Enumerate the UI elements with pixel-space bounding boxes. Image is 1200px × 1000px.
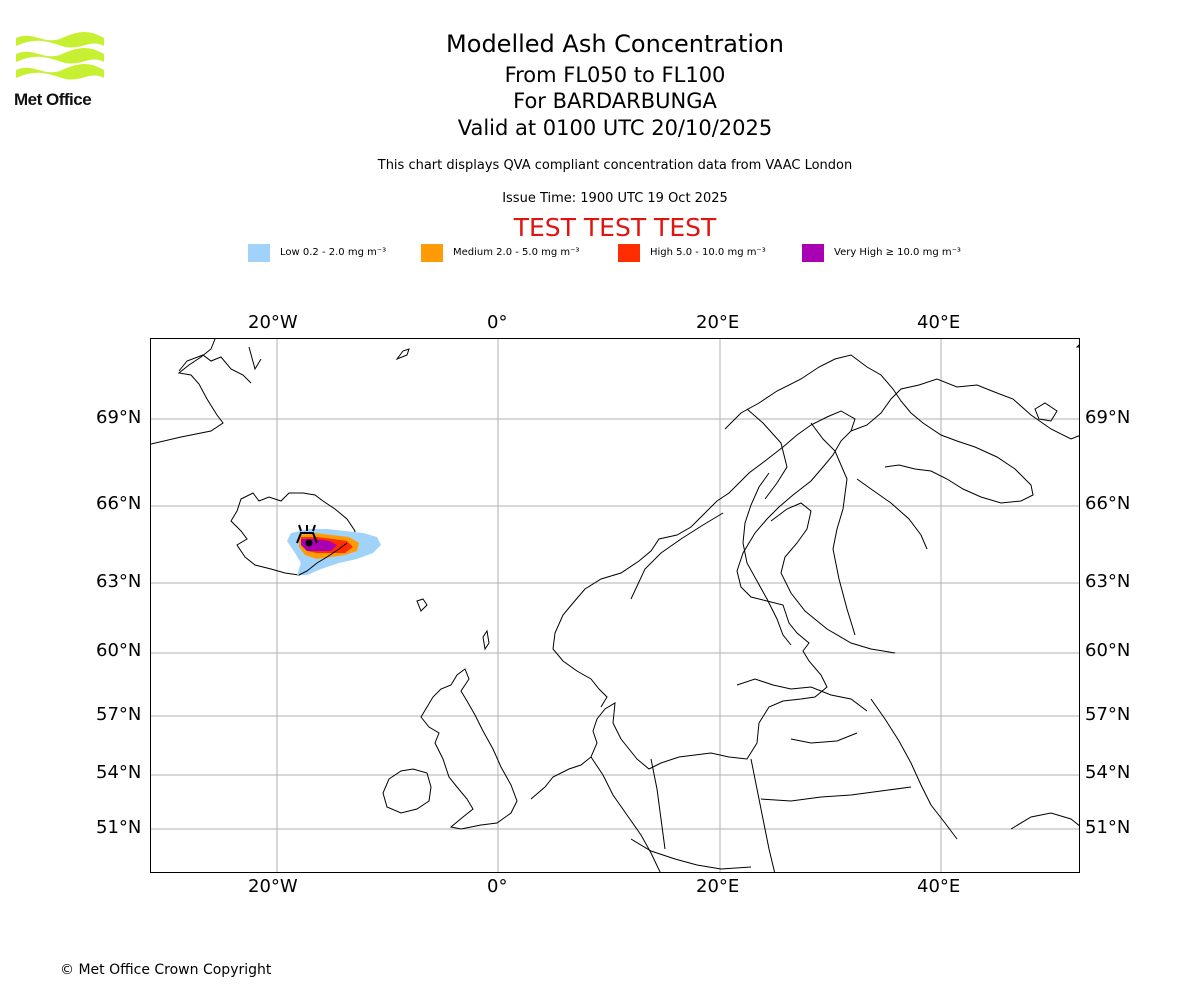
graticule <box>151 339 1079 872</box>
lon-tick-bottom-20e: 20°E <box>696 876 740 897</box>
coast-kola <box>724 354 1034 504</box>
lat-tick-left-57n: 57°N <box>96 704 142 725</box>
compliance-note: This chart displays QVA compliant concen… <box>377 158 853 173</box>
lon-tick-bottom-0: 0° <box>487 876 508 897</box>
volcano-name: For BARDARBUNGA <box>513 89 717 113</box>
coast-bothnia-west <box>742 472 792 646</box>
lon-tick-bottom-40e: 40°E <box>917 876 961 897</box>
coast-greenland <box>151 339 224 445</box>
flight-level-range: From FL050 to FL100 <box>504 63 726 87</box>
coast-arctic-russia <box>850 378 1079 440</box>
valid-time: Valid at 0100 UTC 20/10/2025 <box>457 116 773 140</box>
test-banner: TEST TEST TEST <box>513 213 717 242</box>
volcano-icon <box>296 524 318 547</box>
lat-tick-right-60n: 60°N <box>1085 640 1131 661</box>
border-norway-sweden <box>630 512 724 600</box>
lat-tick-right-66n: 66°N <box>1085 493 1131 514</box>
lon-tick-top-20e: 20°E <box>696 312 740 333</box>
volcano-eruption-lines <box>298 524 316 532</box>
met-office-wave-icon <box>16 32 104 80</box>
legend-label-medium: Medium 2.0 - 5.0 mg m⁻³ <box>453 247 580 258</box>
coast-white-sea <box>856 478 928 550</box>
coast-great-britain <box>420 668 518 830</box>
chart-title: Modelled Ash Concentration <box>446 30 784 58</box>
lat-tick-left-51n: 51°N <box>96 817 142 838</box>
coastlines <box>151 339 1079 872</box>
lat-tick-right-69n: 69°N <box>1085 407 1131 428</box>
lat-tick-left-66n: 66°N <box>96 493 142 514</box>
border-norway-sweden-north <box>746 408 788 500</box>
lat-tick-left-69n: 69°N <box>96 407 142 428</box>
border-germany-poland <box>650 758 666 850</box>
legend-label-low: Low 0.2 - 2.0 mg m⁻³ <box>280 247 387 258</box>
met-office-logo-text: Met Office <box>14 90 92 109</box>
legend-swatch-low <box>248 244 270 262</box>
lon-tick-top-0: 0° <box>487 312 508 333</box>
coast-ireland <box>382 768 432 814</box>
legend-swatch-very-high <box>802 244 824 262</box>
lat-tick-left-60n: 60°N <box>96 640 142 661</box>
lat-tick-right-51n: 51°N <box>1085 817 1131 838</box>
lat-tick-right-63n: 63°N <box>1085 571 1131 592</box>
lat-tick-left-54n: 54°N <box>96 762 142 783</box>
lon-tick-top-20w: 20°W <box>248 312 298 333</box>
lat-tick-right-54n: 54°N <box>1085 762 1131 783</box>
border-finland-russia <box>810 422 856 636</box>
coast-finland <box>770 502 896 654</box>
volcano-cone <box>296 532 318 544</box>
coast-shetland <box>482 629 490 651</box>
coast-iceland-south <box>298 542 348 576</box>
coast-jan-mayen <box>395 348 410 361</box>
copyright-notice: © Met Office Crown Copyright <box>60 962 272 978</box>
coast-greenland-fjord <box>248 346 262 371</box>
coast-caspian-edge <box>1010 812 1079 830</box>
coast-faroe <box>416 598 428 612</box>
coast-baltic-south <box>736 678 868 712</box>
ash-map-canvas <box>151 339 1079 872</box>
legend-swatch-high <box>618 244 640 262</box>
lon-tick-bottom-20w: 20°W <box>248 876 298 897</box>
border-germany-west <box>590 756 661 872</box>
met-office-logo: Met Office <box>14 30 108 112</box>
volcano-vent <box>305 539 313 547</box>
legend-swatch-medium <box>421 244 443 262</box>
lat-tick-left-63n: 63°N <box>96 571 142 592</box>
coast-kolguev <box>1034 402 1058 422</box>
border-poland-east <box>750 758 776 872</box>
border-belarus-russia <box>870 698 958 840</box>
coast-novaya-edge <box>1075 344 1079 348</box>
ash-map <box>150 338 1080 873</box>
issue-time: Issue Time: 1900 UTC 19 Oct 2025 <box>502 191 728 206</box>
lon-tick-top-40e: 40°E <box>917 312 961 333</box>
border-baltic-states <box>790 732 858 744</box>
coast-scandinavia <box>530 410 856 800</box>
legend-label-very-high: Very High ≥ 10.0 mg m⁻³ <box>834 247 961 258</box>
border-czech <box>630 838 752 870</box>
legend-label-high: High 5.0 - 10.0 mg m⁻³ <box>650 247 766 258</box>
border-belarus-south <box>760 786 912 802</box>
coast-greenland-east <box>178 354 252 384</box>
lat-tick-right-57n: 57°N <box>1085 704 1131 725</box>
